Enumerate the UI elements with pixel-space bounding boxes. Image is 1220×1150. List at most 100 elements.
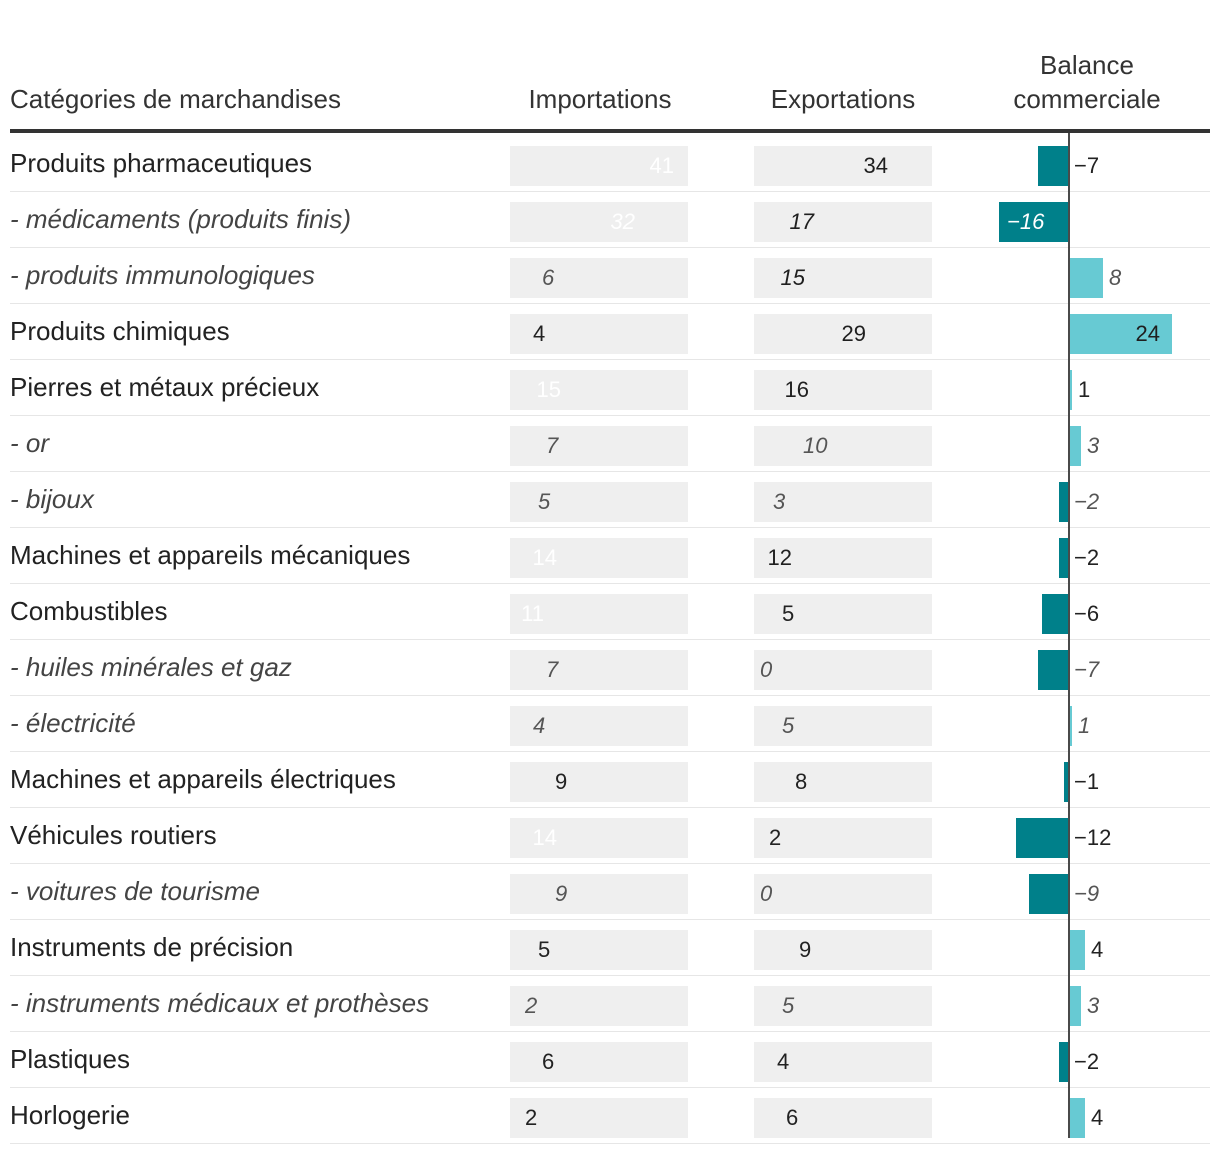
exports-track: 29 xyxy=(754,314,932,354)
balance-bar xyxy=(1068,258,1103,298)
row-divider xyxy=(10,975,1210,976)
balance-zero-line xyxy=(1068,133,1070,1138)
imports-value-label: 6 xyxy=(542,1049,555,1074)
exports-track: 34 xyxy=(754,146,932,186)
exports-track: 0 xyxy=(754,650,932,690)
exports-track: 16 xyxy=(754,370,932,410)
imports-value-label: 2 xyxy=(525,1105,538,1130)
row-divider xyxy=(10,1143,1210,1144)
table-row: Machines et appareils mécaniques 14 12 −2 xyxy=(10,528,1210,584)
balance-cell: −1 xyxy=(10,762,1210,802)
balance-bar xyxy=(1038,650,1068,690)
row-divider xyxy=(10,247,1210,248)
balance-value-label: 8 xyxy=(1109,265,1122,290)
balance-cell: −7 xyxy=(10,650,1210,690)
imports-track: 14 xyxy=(510,818,688,858)
balance-value-label: −2 xyxy=(1074,545,1100,570)
balance-bar xyxy=(1068,370,1072,410)
row-divider xyxy=(10,415,1210,416)
balance-value-label: 4 xyxy=(1091,1105,1104,1130)
category-label: Produits pharmaceutiques xyxy=(10,148,313,178)
balance-bar xyxy=(1038,146,1068,186)
table-row: Pierres et métaux précieux 15 16 1 xyxy=(10,360,1210,416)
table-row: Véhicules routiers 14 2 −12 xyxy=(10,808,1210,864)
table-row: Produits pharmaceutiques 41 34 −7 xyxy=(10,136,1210,192)
balance-bar xyxy=(1068,706,1072,746)
table-row: Instruments de précision 5 9 4 xyxy=(10,920,1210,976)
balance-cell: 4 xyxy=(10,930,1210,970)
row-divider xyxy=(10,1031,1210,1032)
category-label: Véhicules routiers xyxy=(10,820,217,850)
table-row: - bijoux 5 3 −2 xyxy=(10,472,1210,528)
balance-bar xyxy=(1068,426,1081,466)
balance-cell: −9 xyxy=(10,874,1210,914)
row-divider xyxy=(10,863,1210,864)
balance-bar xyxy=(1068,1098,1085,1138)
balance-value-label: −1 xyxy=(1074,769,1100,794)
imports-value-label: 5 xyxy=(538,937,551,962)
exports-track: 15 xyxy=(754,258,932,298)
table-row: - or 7 10 3 xyxy=(10,416,1210,472)
row-divider xyxy=(10,583,1210,584)
balance-cell: −6 xyxy=(10,594,1210,634)
imports-value-label: 5 xyxy=(538,489,551,514)
balance-bar xyxy=(1059,1042,1068,1082)
header-category: Catégories de marchandises xyxy=(10,84,341,114)
exports-value-label: 3 xyxy=(773,489,786,514)
table-row: Produits chimiques 4 29 24 xyxy=(10,304,1210,360)
table-row: Horlogerie 2 6 4 xyxy=(10,1088,1210,1144)
row-divider xyxy=(10,807,1210,808)
exports-value-label: 16 xyxy=(784,377,809,402)
imports-track: 11 xyxy=(510,594,688,634)
balance-bar xyxy=(1064,762,1068,802)
imports-value-label: 32 xyxy=(610,209,635,234)
balance-cell: −2 xyxy=(10,1042,1210,1082)
imports-value-label: 4 xyxy=(533,713,546,738)
header-balance-line2: commerciale xyxy=(1013,84,1161,114)
category-label: - or xyxy=(10,428,49,458)
table-row: - médicaments (produits finis) 32 17 −16 xyxy=(10,192,1210,248)
row-divider xyxy=(10,639,1210,640)
row-divider xyxy=(10,751,1210,752)
balance-value-label: −2 xyxy=(1074,1049,1100,1074)
exports-track: 6 xyxy=(754,1098,932,1138)
balance-value-label: −16 xyxy=(1007,209,1045,234)
exports-track: 2 xyxy=(754,818,932,858)
balance-value-label: 1 xyxy=(1078,377,1091,402)
imports-value-label: 6 xyxy=(542,265,555,290)
exports-value-label: 5 xyxy=(782,601,795,626)
category-label: - médicaments (produits finis) xyxy=(10,204,351,234)
row-divider xyxy=(10,191,1210,192)
imports-track: 6 xyxy=(510,1042,688,1082)
exports-value-label: 34 xyxy=(863,153,888,178)
row-divider xyxy=(10,471,1210,472)
balance-value-label: −2 xyxy=(1074,489,1100,514)
balance-bar xyxy=(1068,986,1081,1026)
category-label: Pierres et métaux précieux xyxy=(10,372,320,402)
balance-bar xyxy=(1016,818,1068,858)
imports-value-label: 2 xyxy=(525,993,538,1018)
header-balance: Balance commerciale xyxy=(980,48,1194,116)
table-row: Combustibles 11 5 −6 xyxy=(10,584,1210,640)
header-imports: Importations xyxy=(528,84,672,114)
imports-value-label: 9 xyxy=(555,881,568,906)
table-row: - produits immunologiques 6 15 8 xyxy=(10,248,1210,304)
balance-cell: 24 xyxy=(10,314,1210,354)
balance-cell: −16 xyxy=(10,202,1210,242)
balance-cell: −12 xyxy=(10,818,1210,858)
exports-value-label: 0 xyxy=(760,881,773,906)
balance-value-label: 4 xyxy=(1091,937,1104,962)
imports-track: 41 xyxy=(510,146,688,186)
balance-cell: 1 xyxy=(10,706,1210,746)
category-label: Produits chimiques xyxy=(10,316,230,346)
balance-bar xyxy=(1068,930,1085,970)
imports-track: 4 xyxy=(510,706,688,746)
exports-track: 8 xyxy=(754,762,932,802)
exports-track: 4 xyxy=(754,1042,932,1082)
category-label: Machines et appareils électriques xyxy=(10,764,396,794)
row-divider xyxy=(10,359,1210,360)
balance-value-label: 3 xyxy=(1087,993,1100,1018)
exports-track: 3 xyxy=(754,482,932,522)
category-label: Machines et appareils mécaniques xyxy=(10,540,411,570)
exports-value-label: 5 xyxy=(782,993,795,1018)
